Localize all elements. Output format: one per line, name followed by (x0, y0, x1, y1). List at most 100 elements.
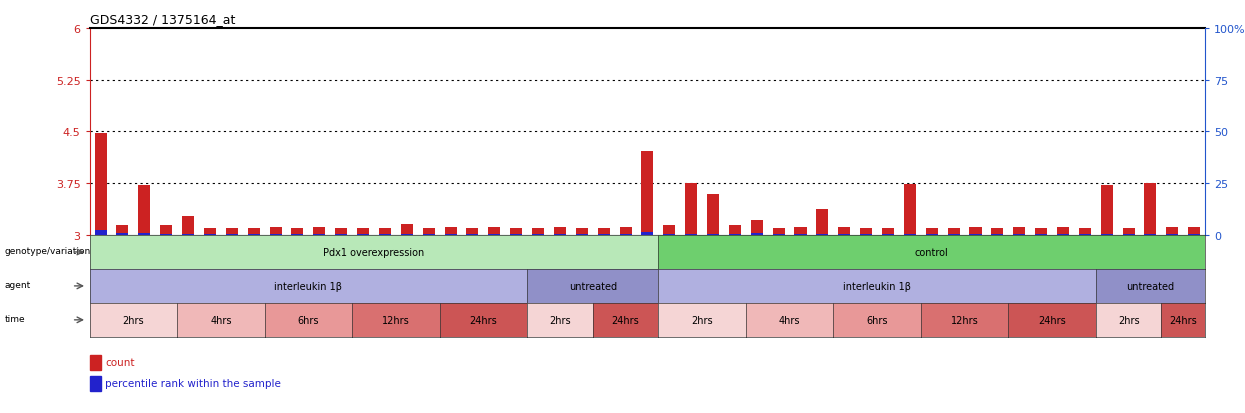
Bar (401, 224, 413, 235)
Bar (575, 234, 588, 235)
Bar (357, 228, 369, 235)
Bar (161, 225, 172, 235)
Bar (444, 227, 457, 235)
Text: genotype/variation: genotype/variation (5, 246, 91, 255)
Bar (751, 220, 763, 235)
Text: 2hrs: 2hrs (549, 315, 570, 325)
Bar (314, 227, 325, 235)
Bar (794, 234, 807, 235)
Bar (641, 233, 654, 235)
Bar (926, 228, 937, 235)
Text: 24hrs: 24hrs (1169, 315, 1198, 325)
Bar (225, 234, 238, 235)
Bar (225, 228, 238, 235)
Bar (335, 234, 347, 235)
Bar (95, 133, 107, 235)
Bar (182, 234, 194, 235)
Bar (991, 234, 1003, 235)
Text: interleukin 1β: interleukin 1β (274, 281, 342, 291)
Text: 2hrs: 2hrs (691, 315, 713, 325)
Bar (728, 225, 741, 235)
Bar (444, 234, 457, 235)
Bar (422, 234, 435, 235)
Bar (1101, 234, 1113, 235)
Bar (860, 234, 873, 235)
Bar (488, 227, 500, 235)
Text: control: control (915, 247, 949, 257)
Text: agent: agent (5, 280, 31, 289)
Bar (1167, 227, 1178, 235)
Text: 4hrs: 4hrs (779, 315, 801, 325)
Bar (1057, 234, 1069, 235)
Bar (685, 234, 697, 235)
Text: 24hrs: 24hrs (611, 315, 640, 325)
Bar (817, 234, 828, 235)
Bar (575, 228, 588, 235)
Bar (860, 228, 873, 235)
Text: 6hrs: 6hrs (867, 315, 888, 325)
Text: 2hrs: 2hrs (1118, 315, 1139, 325)
Bar (970, 227, 981, 235)
Bar (794, 227, 807, 235)
Bar (728, 234, 741, 235)
Text: interleukin 1β: interleukin 1β (843, 281, 911, 291)
Text: Pdx1 overexpression: Pdx1 overexpression (324, 247, 425, 257)
Bar (248, 234, 260, 235)
Bar (161, 234, 172, 235)
Bar (248, 228, 260, 235)
Text: 24hrs: 24hrs (1038, 315, 1066, 325)
Bar (335, 228, 347, 235)
Bar (598, 234, 610, 235)
Bar (904, 234, 916, 235)
Text: 4hrs: 4hrs (210, 315, 232, 325)
Bar (1079, 228, 1091, 235)
Bar (291, 228, 304, 235)
Bar (90, 376, 101, 391)
Bar (947, 228, 960, 235)
Bar (773, 234, 784, 235)
Bar (554, 227, 566, 235)
Bar (707, 194, 720, 235)
Bar (138, 185, 151, 235)
Text: untreated: untreated (1127, 281, 1174, 291)
Bar (1013, 227, 1025, 235)
Bar (532, 228, 544, 235)
Bar (773, 228, 784, 235)
Bar (510, 228, 522, 235)
Bar (204, 228, 215, 235)
Text: GDS4332 / 1375164_at: GDS4332 / 1375164_at (90, 13, 235, 26)
Bar (488, 234, 500, 235)
Bar (378, 234, 391, 235)
Bar (598, 228, 610, 235)
Bar (838, 234, 850, 235)
Bar (291, 234, 304, 235)
Bar (664, 225, 675, 235)
Text: percentile rank within the sample: percentile rank within the sample (105, 378, 281, 388)
Bar (467, 234, 478, 235)
Bar (926, 234, 937, 235)
Text: count: count (105, 358, 134, 368)
Bar (1144, 234, 1157, 235)
Bar (467, 228, 478, 235)
Bar (970, 234, 981, 235)
Bar (117, 233, 128, 235)
Bar (138, 233, 151, 235)
Text: 6hrs: 6hrs (298, 315, 319, 325)
Bar (1035, 234, 1047, 235)
Bar (422, 228, 435, 235)
Bar (620, 234, 631, 235)
Bar (881, 234, 894, 235)
Bar (1057, 227, 1069, 235)
Bar (685, 183, 697, 235)
Bar (817, 209, 828, 235)
Bar (90, 356, 101, 370)
Bar (378, 228, 391, 235)
Bar (554, 234, 566, 235)
Bar (314, 234, 325, 235)
Bar (1144, 183, 1157, 235)
Bar (904, 185, 916, 235)
Bar (95, 231, 107, 235)
Text: 2hrs: 2hrs (122, 315, 144, 325)
Bar (751, 234, 763, 235)
Bar (620, 227, 631, 235)
